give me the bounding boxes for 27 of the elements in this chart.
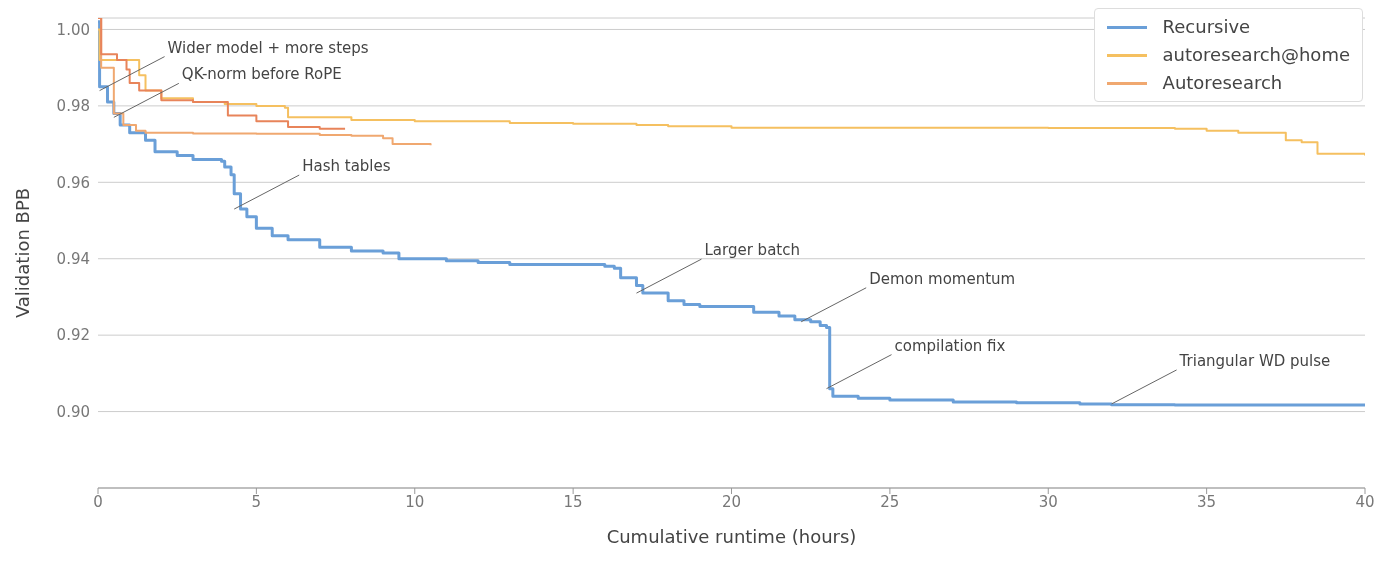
annotation: Demon momentum: [869, 269, 1016, 288]
y-tick-label: 0.92: [56, 326, 90, 345]
y-tick-label: 0.90: [56, 402, 90, 421]
annotation: QK-norm before RoPE: [181, 65, 342, 84]
x-tick-label: 10: [405, 492, 425, 511]
y-tick-label: 0.96: [56, 173, 90, 192]
x-tick-label: 5: [251, 492, 262, 511]
x-tick-label: 15: [563, 492, 583, 511]
y-tick-label: 0.94: [56, 250, 90, 269]
legend-label: Autoresearch: [1162, 71, 1283, 95]
y-tick-label: 0.98: [56, 97, 90, 116]
legend-label: autoresearch@home: [1162, 43, 1350, 67]
y-axis-title: Validation BPB: [12, 187, 34, 319]
annotation: Triangular WD pulse: [1178, 351, 1331, 370]
annotation: Hash tables: [302, 157, 391, 176]
x-tick-label: 40: [1355, 492, 1375, 511]
x-tick-label: 25: [880, 492, 900, 511]
annotation: Larger batch: [704, 241, 800, 260]
x-tick-label: 0: [93, 492, 103, 511]
x-axis-title: Cumulative runtime (hours): [606, 526, 857, 547]
annotation: Wider model + more steps: [167, 38, 369, 57]
y-tick-label: 1.00: [56, 20, 90, 39]
x-tick-label: 20: [721, 492, 742, 511]
annotation: compilation fix: [894, 336, 1006, 355]
legend-label: Recursive: [1162, 15, 1251, 39]
x-tick-label: 35: [1197, 492, 1217, 511]
x-tick-label: 30: [1038, 492, 1058, 511]
